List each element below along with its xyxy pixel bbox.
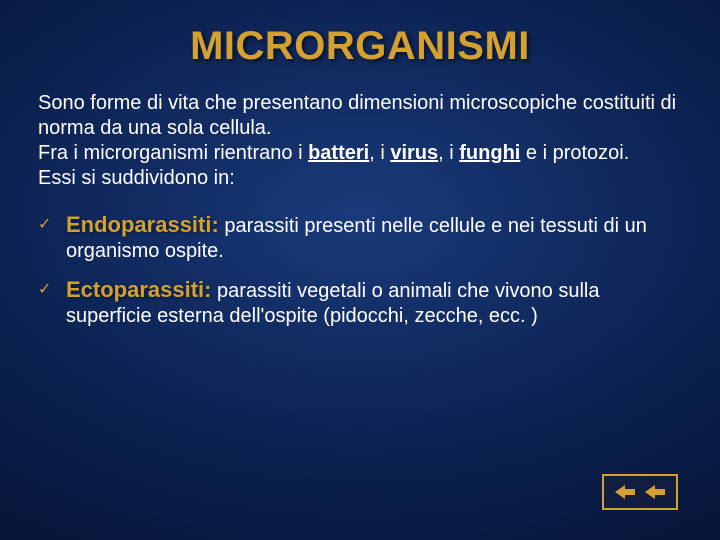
list-item: ✓ Ectoparassiti: parassiti vegetali o an… <box>38 276 682 329</box>
nav-back-button[interactable] <box>602 474 678 510</box>
check-icon: ✓ <box>38 280 51 300</box>
intro-line-3: Essi si suddividono in: <box>38 167 235 189</box>
parasite-list: ✓ Endoparassiti: parassiti presenti nell… <box>38 211 682 329</box>
intro-line-2-pre: Fra i microrganismi rientrano i <box>38 142 308 164</box>
intro-line-1: Sono forme di vita che presentano dimens… <box>38 92 676 139</box>
slide: MICRORGANISMI Sono forme di vita che pre… <box>0 0 720 540</box>
arrow-left-icon <box>615 485 635 499</box>
list-item: ✓ Endoparassiti: parassiti presenti nell… <box>38 211 682 264</box>
keyword-batteri: batteri <box>308 142 369 164</box>
term-ectoparassiti: Ectoparassiti: <box>66 277 212 302</box>
keyword-virus: virus <box>390 142 438 164</box>
term-endoparassiti: Endoparassiti: <box>66 212 219 237</box>
sep-2: , i <box>438 142 459 164</box>
arrow-left-icon <box>645 485 665 499</box>
intro-paragraph: Sono forme di vita che presentano dimens… <box>38 91 682 191</box>
sep-1: , i <box>369 142 390 164</box>
slide-title: MICRORGANISMI <box>38 24 682 69</box>
intro-line-2-post: e i protozoi. <box>520 142 629 164</box>
keyword-funghi: funghi <box>459 142 520 164</box>
check-icon: ✓ <box>38 215 51 235</box>
